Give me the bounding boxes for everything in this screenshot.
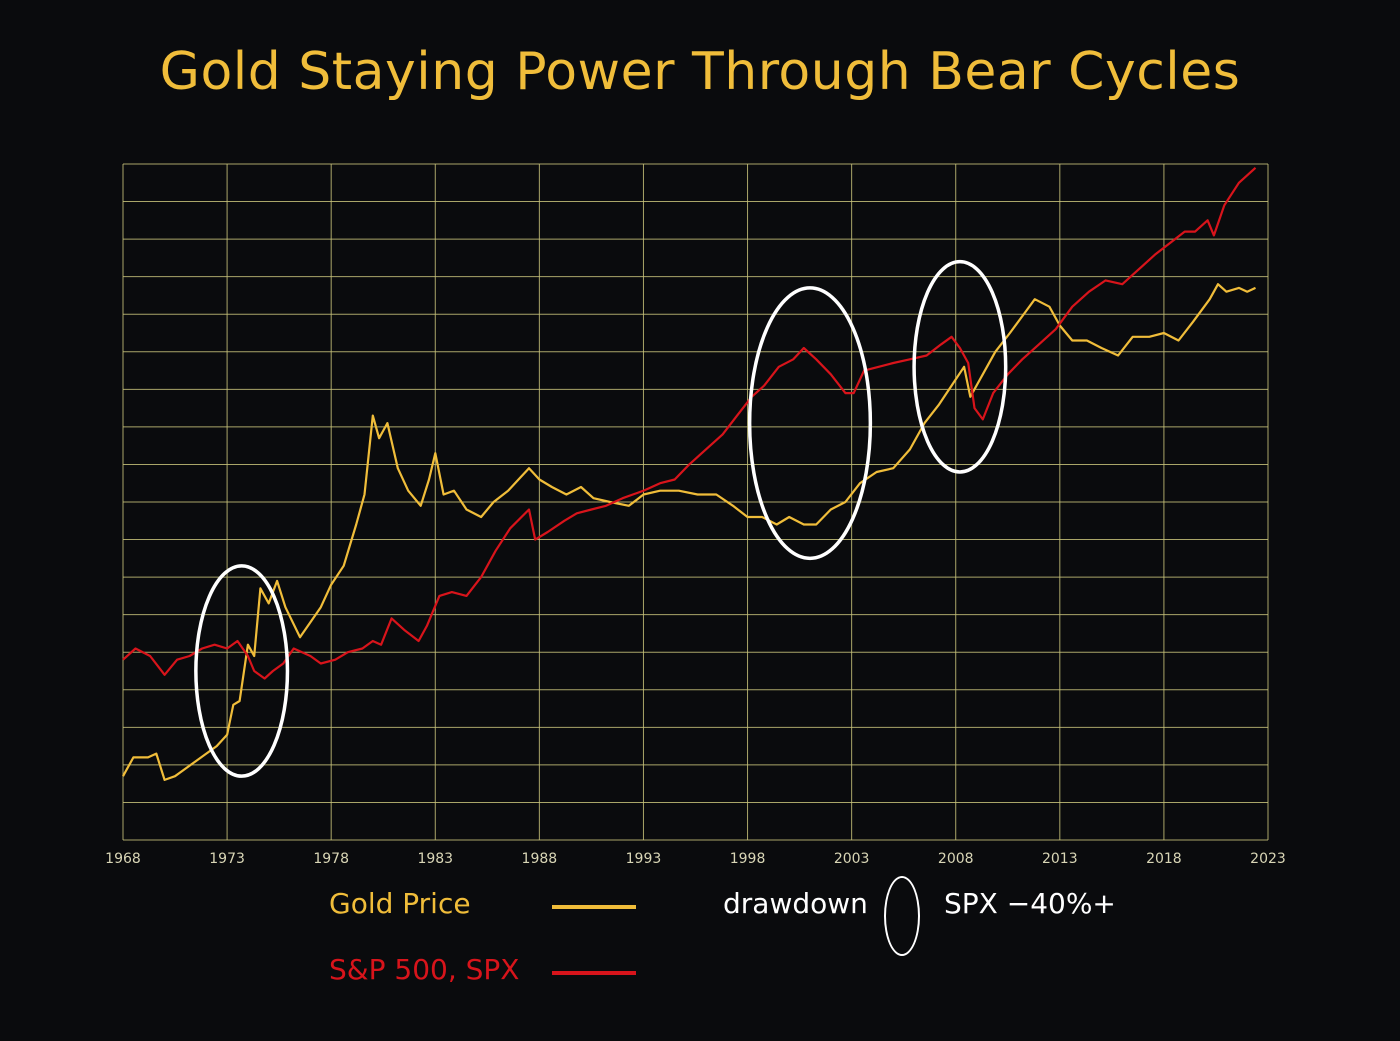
legend-spx-line	[552, 971, 636, 975]
legend-spx-label: S&P 500, SPX	[329, 953, 520, 986]
gold-price-line	[122, 283, 1256, 781]
x-tick-label: 2003	[834, 851, 870, 867]
x-tick-label: 2008	[938, 851, 974, 867]
x-tick-label: 2023	[1250, 851, 1286, 867]
x-tick-label: 1973	[209, 851, 245, 867]
spx-line	[122, 166, 1257, 680]
drawdown-ellipse	[194, 564, 290, 778]
x-tick-label: 1998	[730, 851, 766, 867]
x-tick-label: 1968	[105, 851, 141, 867]
x-tick-label: 1993	[626, 851, 662, 867]
legend-gold-label: Gold Price	[329, 887, 471, 920]
grid	[122, 163, 1269, 841]
x-tick-label: 1983	[417, 851, 453, 867]
legend-drawdown-label: drawdown	[723, 887, 868, 920]
series-lines	[122, 166, 1257, 781]
x-axis-ticks: 1968 1973 1978 1983 1988 1993 1998 2003 2008 2013…	[105, 851, 1286, 867]
x-tick-label: 2018	[1146, 851, 1182, 867]
chart-title: Gold Staying Power Through Bear Cycles	[159, 42, 1241, 102]
drawdown-ellipse	[912, 259, 1008, 474]
x-tick-label: 1978	[313, 851, 349, 867]
legend-gold-line	[552, 905, 636, 909]
drawdown-ellipse	[747, 286, 873, 561]
legend-drawdown-desc: SPX −40%+	[944, 887, 1116, 920]
x-tick-label: 1988	[522, 851, 558, 867]
legend-drawdown-ellipse	[884, 876, 920, 956]
x-tick-label: 2013	[1042, 851, 1078, 867]
drawdown-markers	[194, 259, 1008, 778]
